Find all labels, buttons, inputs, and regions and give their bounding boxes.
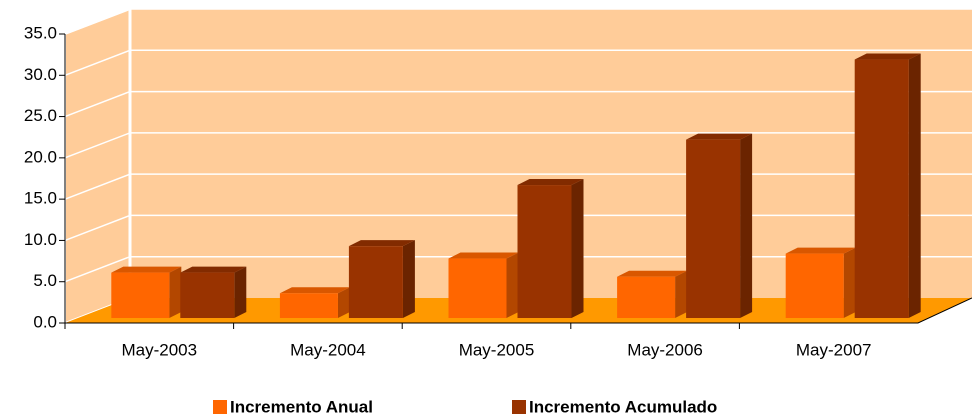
bar-top (111, 266, 182, 273)
bar-side (402, 240, 415, 318)
bar (854, 59, 909, 319)
bar-side (169, 266, 182, 318)
y-tick-label: 20.0 (24, 147, 57, 166)
bar-top (448, 252, 519, 259)
bar-top (617, 270, 688, 277)
y-tick-label: 5.0 (33, 271, 57, 290)
grid-line (64, 132, 972, 159)
bar (279, 293, 338, 318)
bar (180, 272, 235, 318)
bar (517, 185, 572, 318)
bars (111, 53, 921, 319)
y-tick-label: 30.0 (24, 65, 57, 84)
bar-side (571, 179, 584, 318)
y-tick-label: 15.0 (24, 189, 57, 208)
bar-side (740, 133, 753, 318)
bar-side (675, 270, 688, 318)
bar-side (843, 247, 856, 318)
bar (448, 258, 507, 318)
y-tick-label: 0.0 (33, 312, 57, 331)
x-tick-label: May-2003 (121, 340, 197, 359)
bar-top (785, 247, 856, 254)
bar-side (234, 266, 247, 318)
bar (686, 139, 741, 318)
x-axis (65, 297, 972, 324)
grid-line (64, 90, 972, 118)
bar-top (517, 179, 584, 186)
bar-side (506, 252, 519, 318)
bar-side (337, 287, 350, 318)
back-wall (130, 9, 972, 298)
x-tick-label: May-2006 (627, 340, 703, 359)
y-tick-label: 35.0 (24, 23, 57, 42)
x-tick-label: May-2007 (796, 340, 872, 359)
x-tick-label: May-2004 (290, 340, 366, 359)
legend-swatch (213, 400, 227, 414)
grid-line (64, 49, 972, 76)
bar (785, 253, 844, 318)
bar (111, 272, 170, 318)
bar-side (908, 53, 921, 319)
bar-top (279, 287, 350, 294)
bar-top (348, 240, 415, 247)
legend-label: Incremento Anual (230, 397, 373, 416)
legend: Incremento Anual Incremento Acumulado (213, 397, 717, 416)
bar-top (854, 53, 921, 60)
bar-top (686, 133, 753, 140)
bar-top (180, 266, 247, 273)
legend-swatch (512, 400, 526, 414)
y-tick-label: 25.0 (24, 106, 57, 125)
y-tick-label: 10.0 (24, 230, 57, 249)
x-tick-label: May-2005 (459, 340, 535, 359)
grid-line (64, 8, 972, 35)
bar (617, 276, 676, 318)
legend-label: Incremento Acumulado (529, 397, 717, 416)
bar (348, 246, 403, 318)
